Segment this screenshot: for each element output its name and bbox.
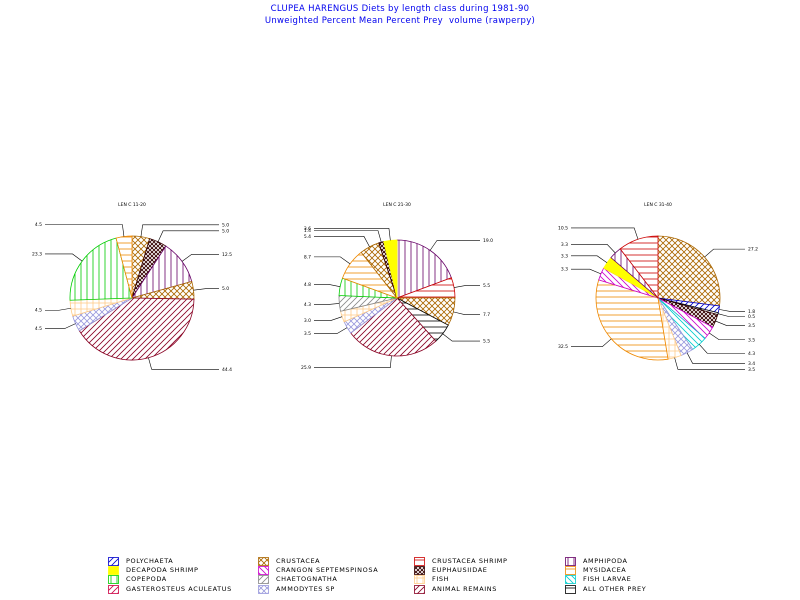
leader-line: [314, 236, 370, 248]
leader-line: [454, 285, 480, 288]
pie-slice: [78, 297, 195, 361]
slice-label: 1.8: [748, 309, 755, 315]
slice-label: 1.4: [304, 228, 311, 234]
pie-title: LEN C 11-20: [118, 202, 146, 208]
pie-title: LEN C 31-40: [644, 202, 672, 208]
leader-line: [442, 333, 480, 342]
leader-line: [193, 288, 219, 291]
chart-titles: CLUPEA HARENGUS Diets by length class du…: [0, 3, 800, 27]
leader-line: [453, 311, 480, 316]
leader-line: [709, 332, 745, 341]
leader-line: [571, 244, 616, 254]
slice-label: 3.3: [561, 242, 568, 248]
slice-label: 3.5: [748, 337, 755, 343]
leader-line: [314, 256, 351, 265]
leader-line: [148, 357, 219, 370]
slice-label: 3.6: [304, 226, 311, 232]
pie-chart-3: LEN C 31-4027.21.80.53.53.54.33.43.532.5…: [558, 202, 758, 373]
slice-label: 27.2: [748, 247, 758, 253]
leader-line: [45, 307, 71, 311]
leader-line: [571, 268, 602, 275]
slice-label: 4.8: [304, 282, 311, 288]
slice-label: 3.5: [748, 367, 755, 373]
leader-line: [314, 284, 341, 287]
pie-title: LEN C 21-30: [383, 202, 411, 208]
leader-line: [45, 253, 83, 262]
leader-line: [314, 355, 392, 368]
slice-label: 5.0: [222, 228, 229, 234]
pie-slice: [619, 235, 659, 300]
leader-line: [715, 320, 745, 326]
leader-line: [704, 248, 745, 258]
slice-label: 3.3: [561, 253, 568, 259]
leader-line: [181, 254, 219, 262]
slice-label: 25.9: [301, 365, 311, 371]
chart-subtitle: Unweighted Percent Mean Percent Prey vol…: [264, 16, 536, 26]
leader-line: [717, 313, 745, 318]
leader-line: [571, 338, 612, 347]
leader-line: [674, 357, 745, 370]
leader-line: [140, 224, 219, 237]
leader-line: [157, 230, 219, 242]
leader-line: [686, 352, 745, 364]
leader-line: [718, 309, 745, 312]
pie-slice: [657, 235, 721, 307]
slice-label: 3.3: [561, 267, 568, 273]
slice-label: 5.0: [222, 286, 229, 292]
slice-label: 3.5: [304, 331, 311, 337]
slice-label: 3.0: [304, 318, 311, 324]
leader-line: [314, 230, 382, 243]
slice-label: 4.3: [304, 302, 311, 308]
slice-label: 5.5: [483, 339, 490, 345]
slice-label: 44.4: [222, 367, 232, 373]
slice-label: 7.7: [483, 312, 490, 318]
leader-line: [571, 255, 608, 263]
slice-label: 4.3: [748, 351, 755, 357]
slice-label: 10.5: [558, 225, 568, 231]
chart-title: CLUPEA HARENGUS Diets by length class du…: [270, 4, 530, 14]
slice-label: 8.7: [304, 254, 311, 260]
leader-line: [314, 316, 343, 321]
slice-label: 4.5: [35, 326, 42, 332]
slice-label: 0.5: [748, 314, 755, 320]
slice-label: 5.4: [304, 234, 311, 240]
leader-line: [314, 228, 391, 241]
pie-slice: [115, 235, 133, 299]
slice-label: 12.5: [222, 252, 232, 258]
slice-label: 19.0: [483, 238, 493, 244]
slice-label: 32.5: [558, 344, 568, 350]
leader-line: [45, 323, 76, 329]
slice-label: 23.3: [32, 251, 42, 257]
slice-label: 3.4: [748, 361, 755, 367]
slice-label: 5.0: [222, 222, 229, 228]
leader-line: [699, 344, 745, 354]
slice-label: 4.5: [35, 222, 42, 228]
pie-slice: [396, 239, 452, 299]
pie-chart-2: LEN C 21-30 19.0 5.5 7.7 5.5 25.9 3.5 3.0 4.3 4.8…: [301, 202, 493, 371]
leader-line: [429, 240, 480, 251]
pie-chart-1: LEN C 11-205.05.012.55.044.44.54.523.34.…: [32, 202, 232, 373]
leader-line: [314, 327, 348, 335]
slice-label: 3.5: [748, 323, 755, 329]
pie-slice: [383, 239, 398, 299]
leader-line: [571, 227, 639, 240]
leader-line: [314, 303, 340, 305]
slice-label: 5.5: [483, 283, 490, 289]
pie-slice: [69, 237, 133, 301]
slice-label: 4.5: [35, 308, 42, 314]
leader-line: [45, 224, 125, 237]
